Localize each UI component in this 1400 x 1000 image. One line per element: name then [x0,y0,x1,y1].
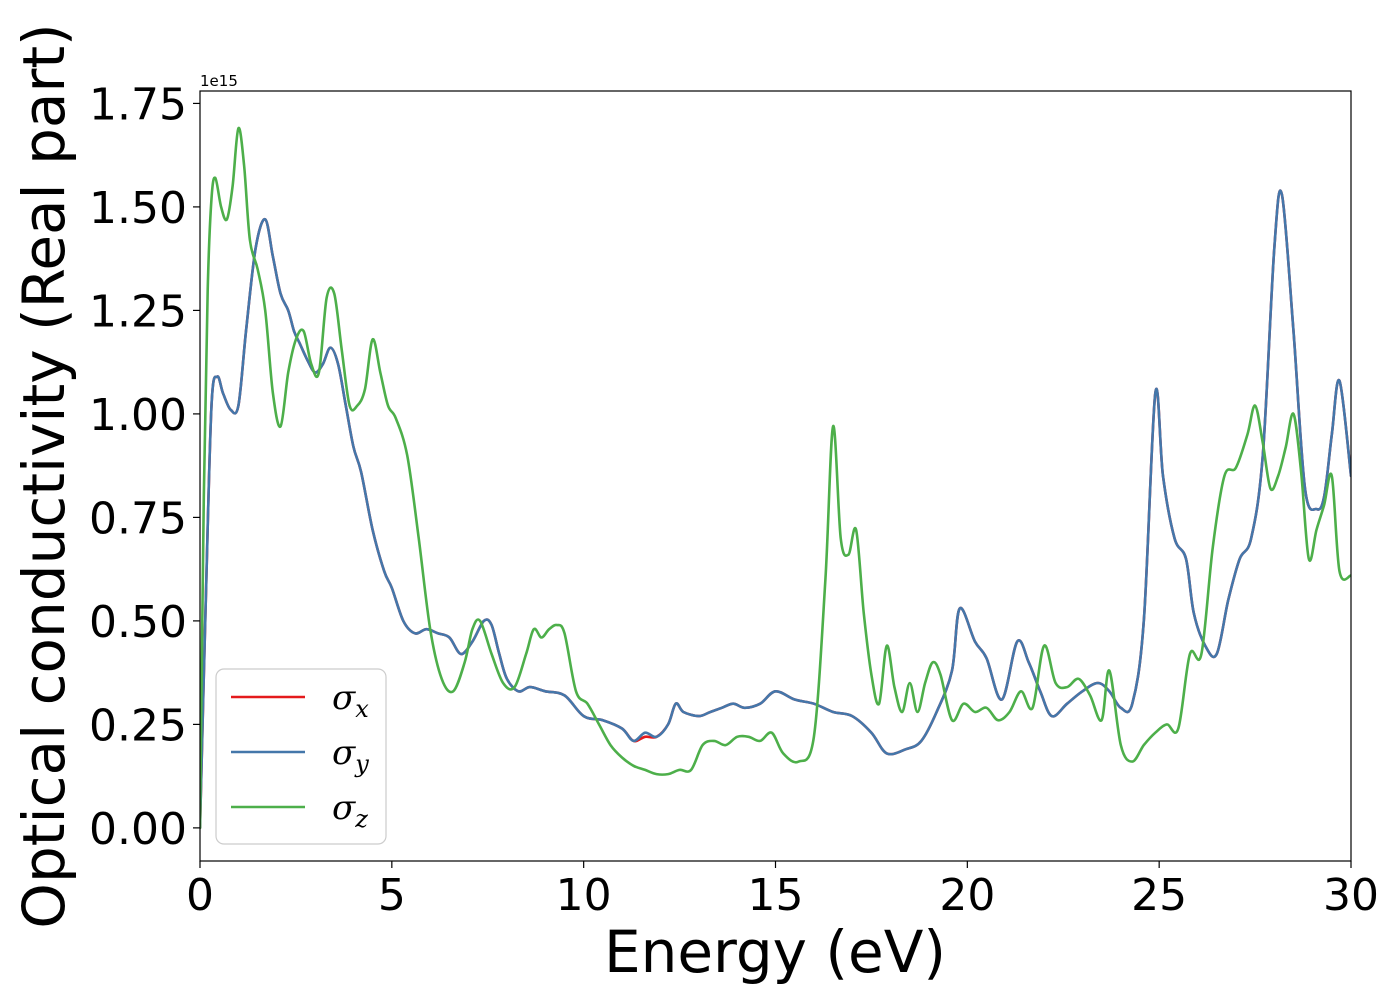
series-layer [200,126,1351,830]
legend: σx σy σz [215,668,387,845]
x-tick-label: 30 [1323,870,1379,921]
x-tick-label: 5 [378,870,406,921]
y-tick-label: 1.25 [89,286,187,337]
y-axis-title: Optical conductivity (Real part) [10,23,78,928]
y-offset-label: 1e15 [200,72,238,90]
legend-label-y: σy [332,733,369,778]
x-tick-label: 0 [186,870,214,921]
x-tick-label: 25 [1131,870,1187,921]
legend-label-z: σz [332,788,368,833]
x-axis-title: Energy (eV) [604,918,946,986]
y-tick-label: 0.25 [89,700,187,751]
x-tick-label: 15 [748,870,804,921]
x-tick-label: 10 [556,870,612,921]
legend-label-x: σx [332,678,369,723]
y-tick-label: 1.50 [89,183,187,234]
y-tick-label: 1.00 [89,390,187,441]
y-tick-label: 0.50 [89,597,187,648]
legend-box [215,668,387,845]
x-axis: 0 5 10 15 20 25 30 [186,861,1379,921]
y-tick-label: 1.75 [89,79,187,130]
x-tick-label: 20 [939,870,995,921]
series-line-z [200,126,1351,830]
y-tick-label: 0.00 [89,804,187,855]
y-tick-label: 0.75 [89,493,187,544]
y-axis: 0.00 0.25 0.50 0.75 1.00 1.25 1.50 1.75 [89,79,200,855]
